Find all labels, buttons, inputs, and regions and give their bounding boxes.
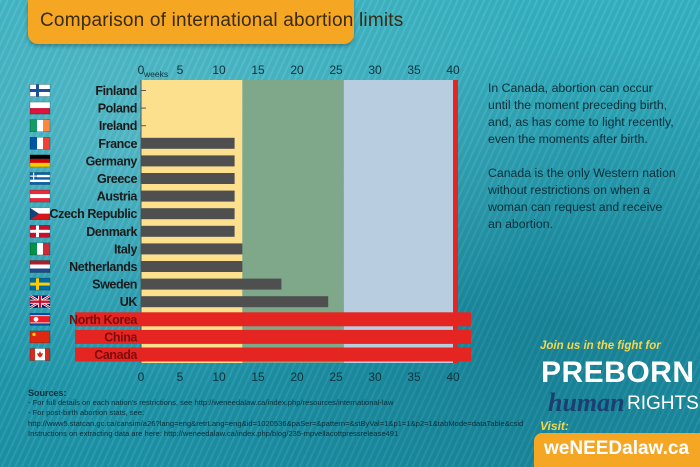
netherlands-flag: [29, 260, 51, 273]
category-label: Italy: [114, 242, 137, 256]
category-label: UK: [120, 295, 138, 309]
bar-france: [141, 137, 235, 149]
tick-label-top: 0: [138, 63, 145, 77]
visit-box: [534, 433, 700, 467]
join-tagline: Join us in the fight for: [540, 340, 661, 352]
sweden-flag: [29, 277, 51, 291]
sources-heading: Sources:: [28, 388, 67, 398]
category-label: Finland: [95, 84, 137, 98]
source-line: http://www5.statcan.gc.ca/cansim/a26?lan…: [28, 418, 524, 428]
tick-label-bottom: 35: [407, 370, 421, 384]
finland-flag: [29, 84, 51, 97]
tick-label-bottom: 20: [290, 370, 304, 384]
category-label: Austria: [97, 190, 139, 204]
canada-flag: [29, 348, 51, 361]
chart-title: Comparison of international abortion lim…: [40, 10, 404, 31]
x-axis-label: weeks: [143, 69, 168, 79]
logo-rights: RIGHTS: [627, 393, 699, 414]
poland-flag: [29, 101, 51, 115]
austria-flag: [29, 189, 51, 203]
logo-preborn: PREBORN: [541, 356, 695, 389]
bar-italy: [141, 243, 243, 255]
category-label: Germany: [86, 154, 138, 168]
denmark-flag: [29, 225, 51, 238]
bar-china: [75, 329, 471, 344]
bar-austria: [141, 190, 235, 202]
czech-flag: [29, 207, 51, 220]
source-line: Instructions on extracting data are here…: [28, 428, 399, 438]
logo-human: human: [548, 388, 625, 417]
tick-label-bottom: 0: [138, 370, 145, 384]
tick-label-top: 10: [212, 63, 226, 77]
category-label: China: [104, 330, 138, 344]
source-line: - For post-birth abortion stats, see:: [28, 408, 145, 418]
tick-label-bottom: 30: [368, 370, 382, 384]
category-label: Greece: [97, 172, 137, 186]
tick-label-top: 25: [329, 63, 343, 77]
north-korea-flag: [29, 312, 51, 326]
tick-label-top: 5: [177, 63, 184, 77]
tick-label-top: 15: [251, 63, 265, 77]
tick-label-bottom: 40: [446, 370, 460, 384]
category-label: Sweden: [92, 278, 137, 292]
description-paragraph-1: In Canada, abortion can occur until the …: [488, 81, 674, 146]
china-flag: [29, 330, 51, 344]
category-label: Denmark: [86, 225, 137, 239]
title-banner: [28, 0, 354, 44]
uk-flag: [29, 294, 51, 309]
italy-flag: [29, 242, 51, 256]
category-label: Poland: [98, 102, 137, 116]
website-link[interactable]: weNEEDalaw.ca: [544, 438, 690, 459]
bar-denmark: [141, 225, 235, 237]
category-label: Czech Republic: [50, 207, 138, 221]
greece-flag: [29, 172, 51, 185]
bar-germany: [141, 155, 235, 167]
category-label: Ireland: [99, 119, 137, 133]
category-label: France: [98, 137, 137, 151]
tick-label-bottom: 5: [177, 370, 184, 384]
tick-label-bottom: 25: [329, 370, 343, 384]
tick-label-top: 30: [368, 63, 382, 77]
tick-label-bottom: 15: [251, 370, 265, 384]
bar-netherlands: [141, 261, 243, 272]
france-flag: [29, 137, 51, 150]
bar-canada: [75, 347, 471, 362]
bar-greece: [141, 173, 235, 184]
source-line: - For full details on each nation's rest…: [28, 398, 394, 408]
bar-north-korea: [75, 312, 471, 327]
category-label: North Korea: [69, 313, 138, 327]
germany-flag: [29, 154, 51, 168]
tick-label-top: 35: [407, 63, 421, 77]
limit-line-40-weeks: [453, 80, 458, 363]
tick-label-top: 40: [446, 63, 460, 77]
bar-czech-republic: [141, 208, 235, 220]
canada-description: In Canada, abortion can occur until the …: [488, 80, 678, 250]
ireland-flag: [29, 119, 51, 132]
sources: Sources: - For full details on each nati…: [28, 388, 533, 439]
bar-uk: [141, 296, 329, 308]
tick-label-top: 20: [290, 63, 304, 77]
visit-label: Visit:: [540, 419, 569, 433]
description-paragraph-2: Canada is the only Western nation withou…: [488, 166, 676, 231]
bar-sweden: [141, 278, 282, 290]
category-label: Canada: [94, 348, 138, 362]
tick-label-bottom: 10: [212, 370, 226, 384]
category-label: Netherlands: [69, 260, 137, 274]
